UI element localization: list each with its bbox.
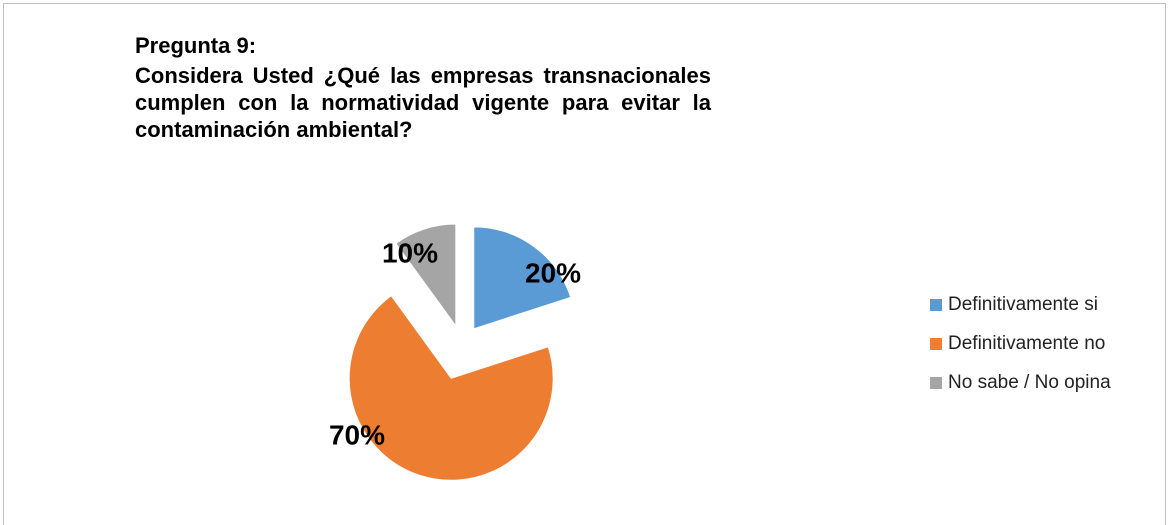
data-label: 20% [525,257,581,288]
data-label: 10% [382,237,438,268]
pie-slice [348,295,554,481]
chart-frame [3,3,1166,525]
data-label: 70% [329,419,385,450]
legend-label: Definitivamente si [948,294,1098,315]
pie-slice [473,226,572,330]
pie-slice [395,223,457,328]
legend-label: No sabe / No opina [948,372,1111,393]
legend-label: Definitivamente no [948,333,1105,354]
legend-swatch [930,338,942,350]
legend-swatch [930,299,942,311]
chart-title: Pregunta 9: [135,33,257,58]
legend-swatch [930,377,942,389]
chart-subtitle: Considera Usted ¿Qué las empresas transn… [135,63,711,142]
